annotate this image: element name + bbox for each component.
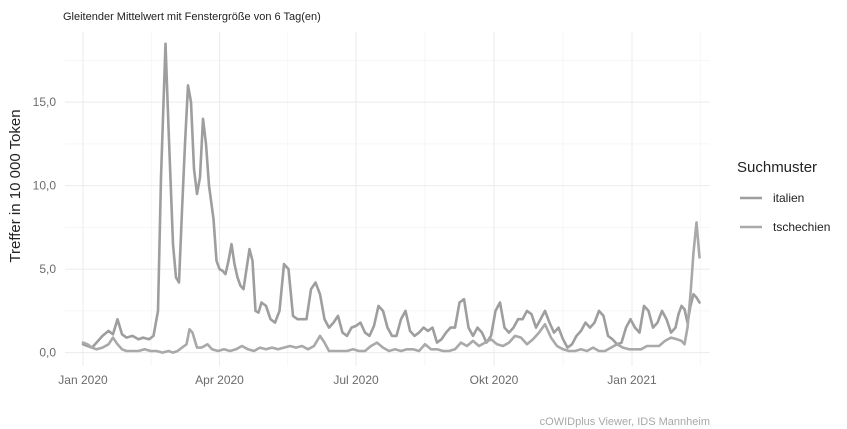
- plot-grid: [65, 32, 710, 366]
- series-layer: [81, 42, 701, 354]
- y-tick-label: 10,0: [33, 179, 57, 193]
- legend: Suchmuster italien tschechien: [737, 159, 830, 234]
- x-tick-label: Jan 2020: [58, 373, 108, 387]
- y-tick-label: 15,0: [33, 95, 57, 109]
- x-tick-label: Okt 2020: [470, 373, 519, 387]
- y-axis: 0,0 5,0 10,0 15,0: [33, 95, 57, 360]
- x-tick-label: Jul 2020: [333, 373, 379, 387]
- x-axis: Jan 2020 Apr 2020 Jul 2020 Okt 2020 Jan 2021: [58, 373, 657, 387]
- y-tick-label: 5,0: [39, 262, 56, 276]
- legend-title: Suchmuster: [737, 159, 817, 176]
- legend-label-tschechien: tschechien: [773, 220, 830, 234]
- series-line-tschechien: [81, 221, 701, 354]
- x-tick-label: Apr 2020: [195, 373, 244, 387]
- chart-caption: cOWIDplus Viewer, IDS Mannheim: [540, 416, 710, 428]
- y-axis-label: Treffer in 10 000 Token: [7, 109, 24, 262]
- y-tick-label: 0,0: [39, 346, 56, 360]
- x-tick-label: Jan 2021: [607, 373, 657, 387]
- series-line-italien: [81, 42, 701, 349]
- legend-label-italien: italien: [773, 191, 804, 205]
- chart-subtitle: Gleitender Mittelwert mit Fenstergröße v…: [63, 11, 321, 23]
